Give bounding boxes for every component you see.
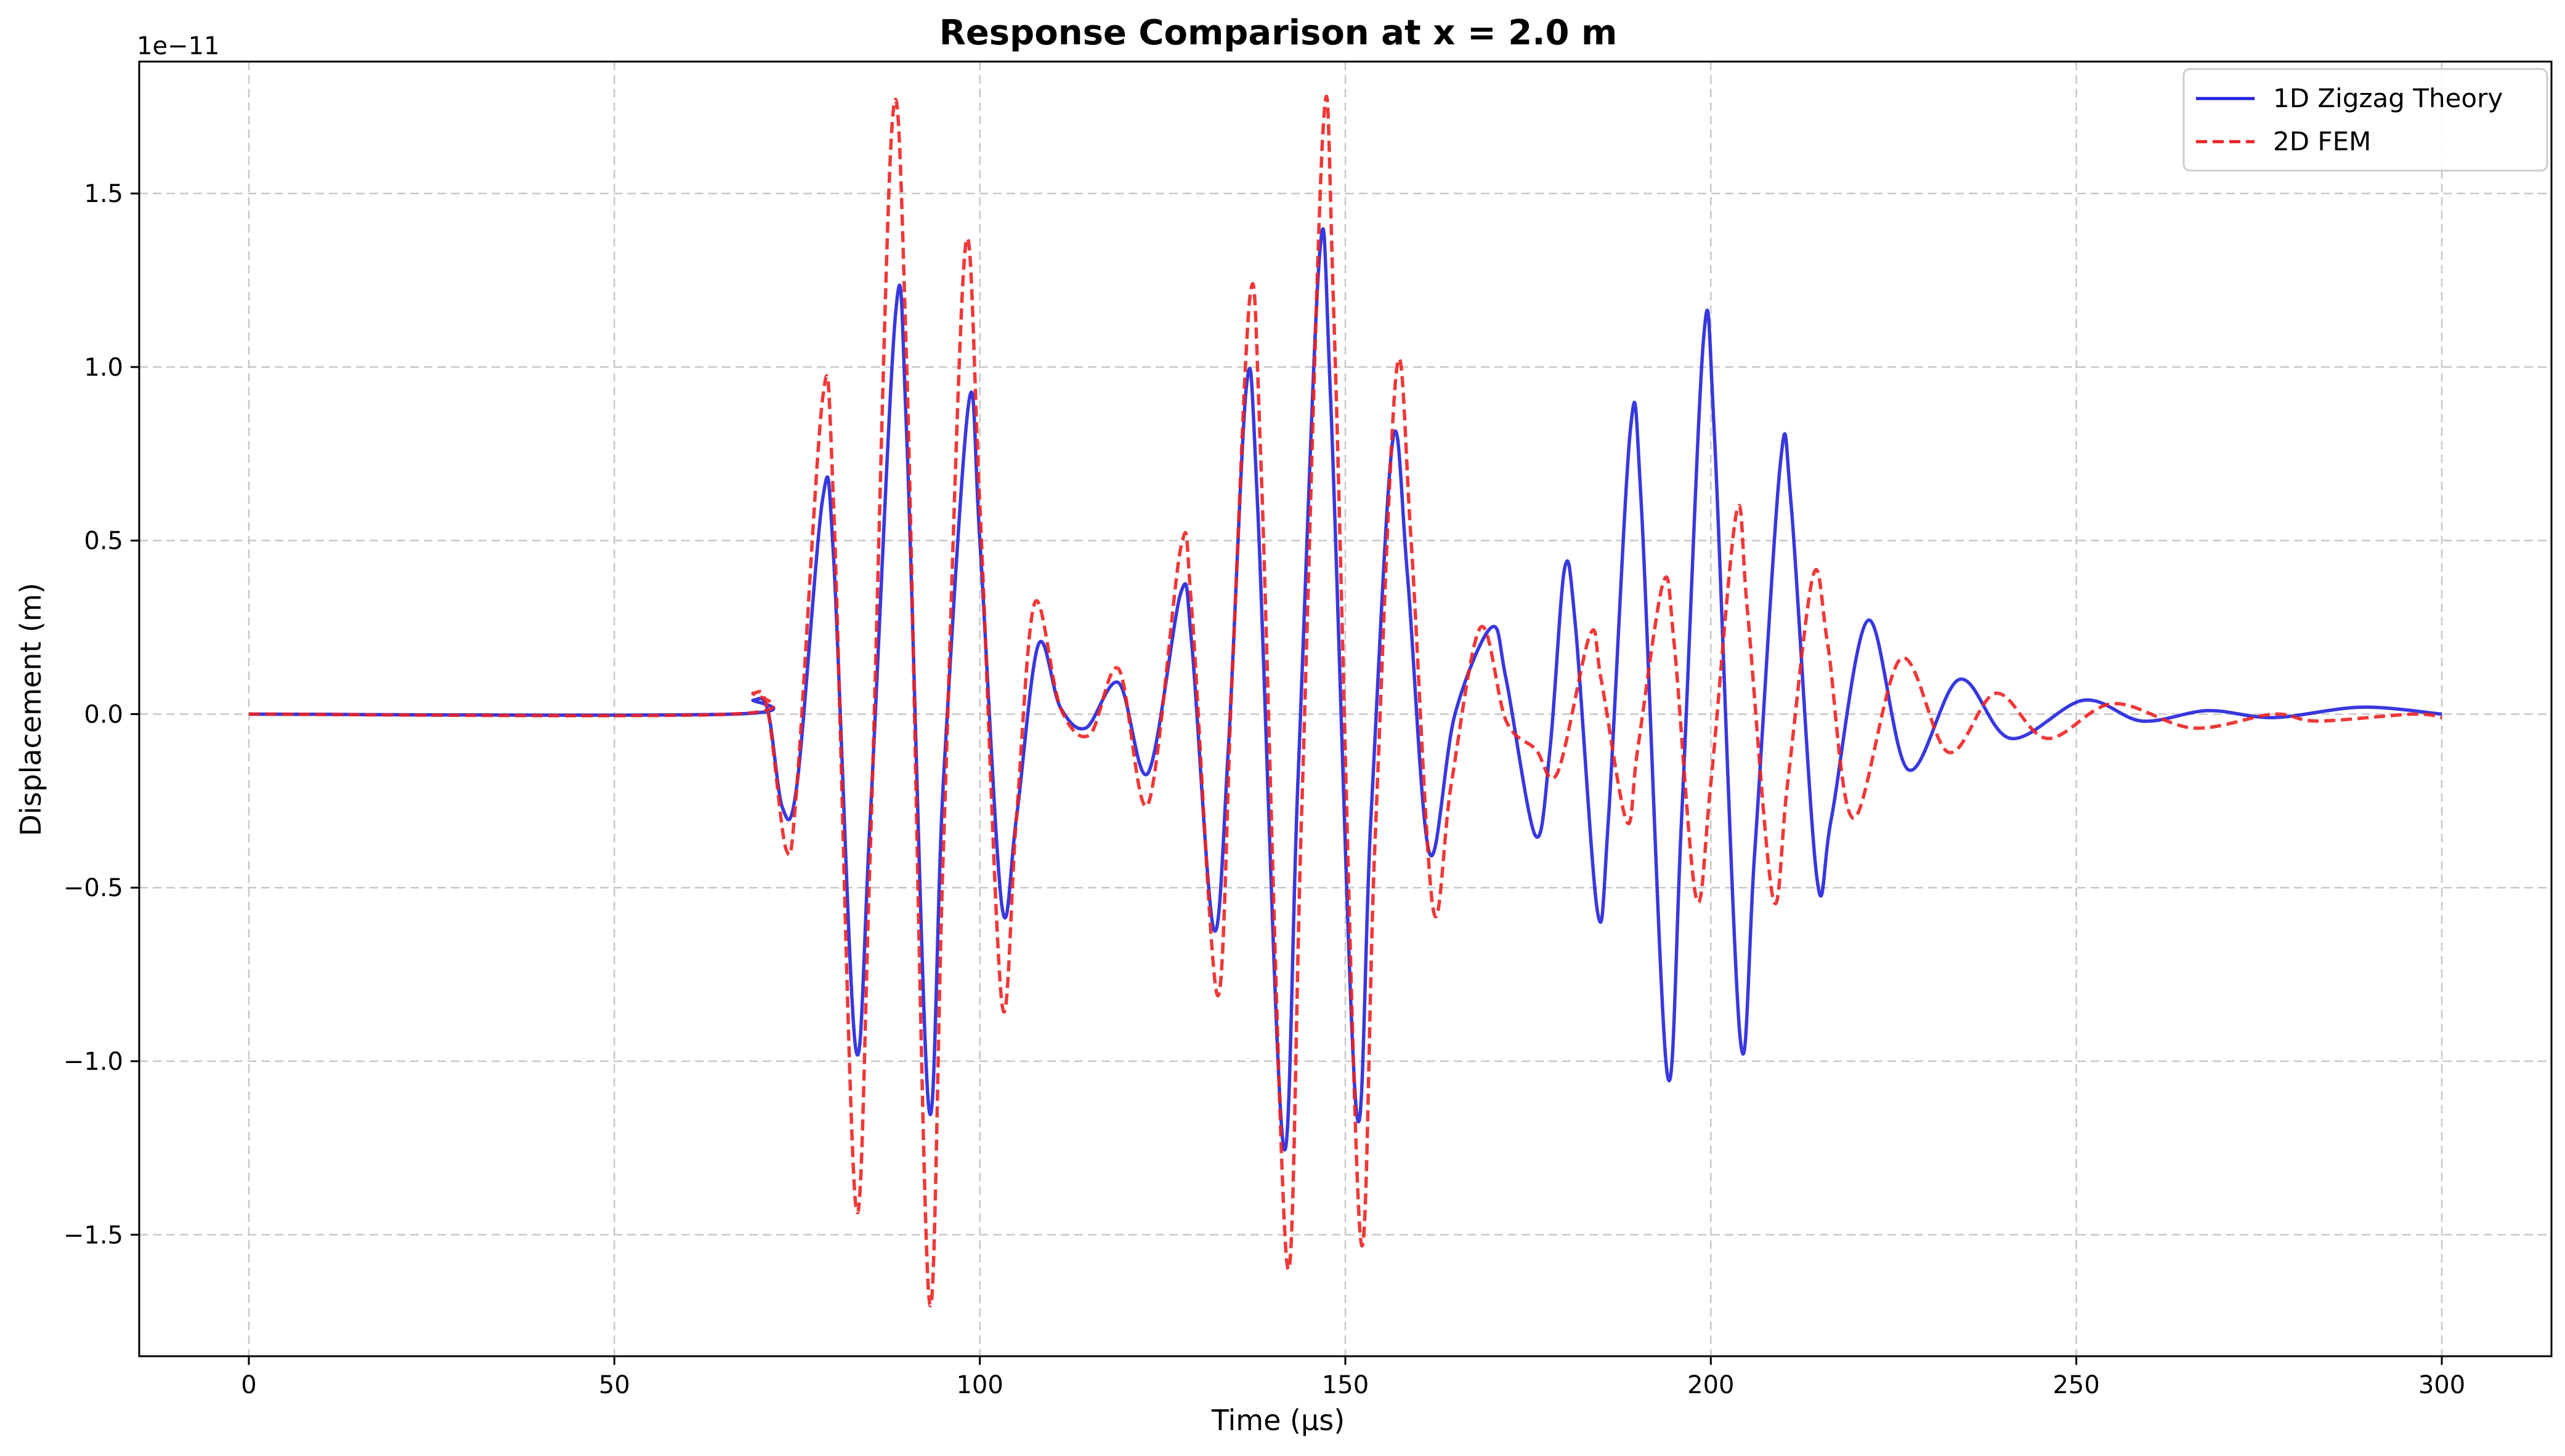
y-offset-label: 1e−11 — [137, 32, 219, 60]
x-axis-label: Time (μs) — [1211, 1404, 1345, 1437]
series-line-fem — [248, 94, 2442, 1308]
x-axis: 0 50 100 150 200 250 300 — [241, 1356, 2465, 1399]
y-tick-label: 0.5 — [84, 527, 123, 556]
x-tick-label: 200 — [1687, 1371, 1734, 1399]
y-tick-label: 1.0 — [84, 354, 123, 382]
legend-label-zigzag: 1D Zigzag Theory — [2273, 83, 2503, 113]
y-axis-label: Displacement (m) — [14, 583, 47, 836]
x-tick-label: 300 — [2418, 1371, 2465, 1399]
y-tick-label: 1.5 — [84, 180, 123, 208]
y-tick-label: 0.0 — [84, 700, 123, 729]
x-tick-label: 50 — [599, 1371, 630, 1399]
legend: 1D Zigzag Theory 2D FEM — [2182, 68, 2548, 172]
y-tick-label: −1.0 — [63, 1048, 123, 1076]
legend-label-fem: 2D FEM — [2273, 126, 2371, 156]
x-tick-label: 250 — [2052, 1371, 2099, 1399]
x-tick-label: 100 — [956, 1371, 1003, 1399]
series-layer — [248, 94, 2442, 1308]
legend-frame — [2182, 68, 2548, 172]
y-tick-label: −1.5 — [63, 1221, 123, 1250]
chart-title: Response Comparison at x = 2.0 m — [939, 13, 1618, 53]
y-tick-label: −0.5 — [63, 874, 123, 902]
x-tick-label: 0 — [241, 1371, 256, 1399]
y-axis: −1.5 −1.0 −0.5 0.0 0.5 1.0 1.5 — [63, 180, 139, 1250]
x-tick-label: 150 — [1322, 1371, 1369, 1399]
